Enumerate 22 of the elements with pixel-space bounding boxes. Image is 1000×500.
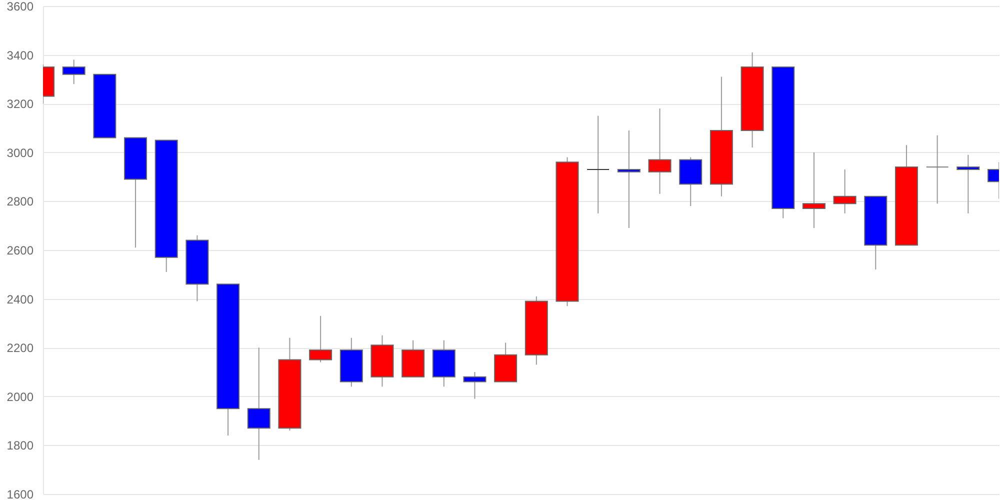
candlestick [617,130,640,229]
y-tick-label: 2200 [6,341,34,356]
candlestick [586,115,610,214]
y-tick-label: 2600 [6,244,34,258]
candlestick [463,372,486,400]
y-tick-label: 3400 [6,48,34,62]
y-tick-label: 1800 [6,438,34,453]
y-tick-label: 1600 [6,488,34,500]
candlestick [247,347,270,460]
candlestick [833,168,856,214]
y-tick-label: 3000 [6,146,34,160]
candlestick [648,108,672,194]
candlestick [802,152,826,229]
y-tick-label: 3200 [6,97,34,112]
candlestick [62,59,86,85]
candlestick [956,154,980,214]
y-tick-label: 2400 [6,292,34,306]
y-tick-label: 2800 [6,194,34,209]
y-tick-label: 3600 [6,0,34,14]
y-tick-label: 2000 [6,390,34,404]
candlestick [309,315,332,363]
candlestick [926,134,949,204]
